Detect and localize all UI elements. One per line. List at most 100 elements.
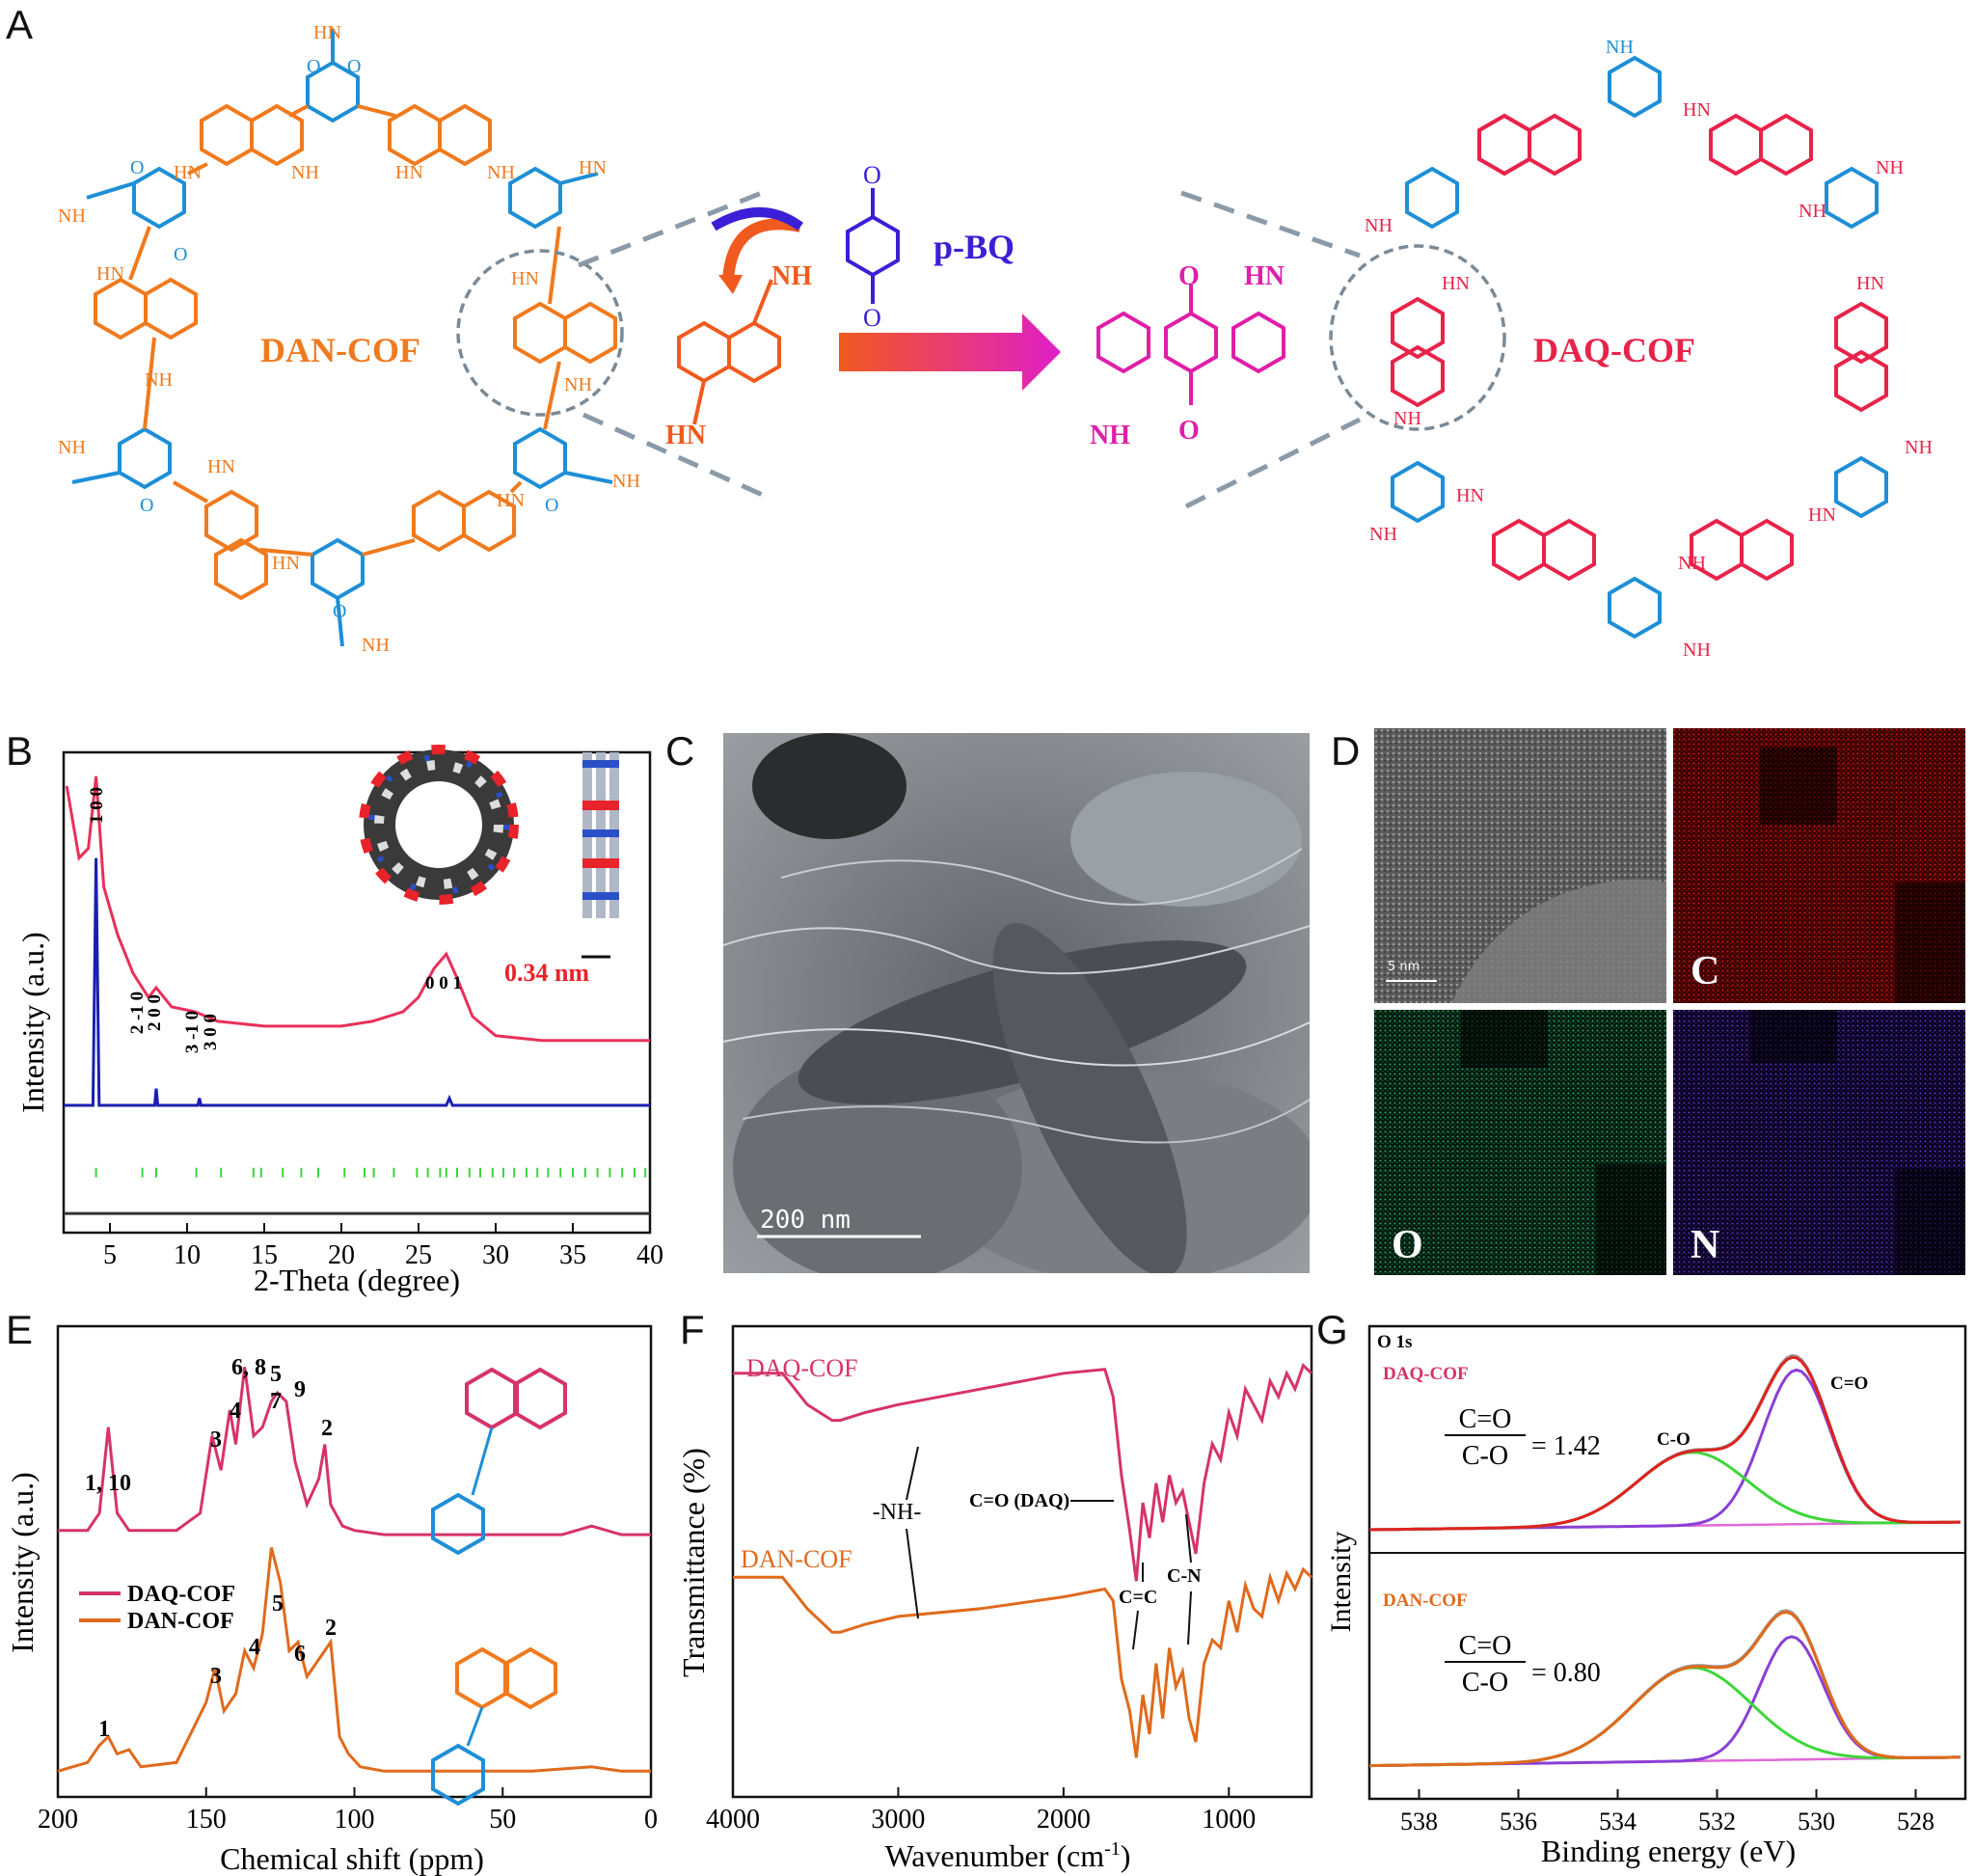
svg-text:9: 9	[294, 1377, 306, 1402]
svg-text:C-O: C-O	[1462, 1668, 1508, 1698]
xps-tick-label-1: 536	[1500, 1808, 1537, 1835]
xrd-y-axis-label: Intensity (a.u.)	[15, 932, 50, 1113]
xps-component-0-1	[1368, 1451, 1961, 1532]
xps-tick-label-4: 530	[1798, 1808, 1835, 1835]
daq-cof-atoms: NH NH NH HN NH HN NH HN NH HN HN NH NH N…	[1365, 37, 1933, 661]
nmr-daq-structure-inset	[431, 1368, 567, 1555]
svg-text:4: 4	[230, 1399, 241, 1424]
nmr-x-axis-label: Chemical shift (ppm)	[220, 1841, 484, 1876]
dan-cof-label: DAN-COF	[260, 331, 420, 369]
ftir-tick-label-0: 4000	[706, 1805, 760, 1835]
ftir-y-axis-label: Transmittance (%)	[676, 1448, 711, 1677]
nmr-dan-structure-inset	[431, 1647, 557, 1806]
nmr-x-ticks: 200 150 100 50 0	[38, 1787, 658, 1835]
peak-label-100: 1 0 0	[87, 787, 107, 824]
p-bq-molecule: O O	[846, 161, 900, 332]
ftir-cn-annotation: C-N	[1167, 1565, 1202, 1587]
xrd-series-line-0	[65, 775, 650, 1043]
curved-arrow-orange	[722, 218, 802, 281]
legend-label-daq: DAQ-COF	[127, 1582, 235, 1607]
xrd-tick-label-7: 40	[636, 1240, 663, 1270]
nmr-y-axis-label: Intensity (a.u.)	[5, 1472, 40, 1653]
peak-label-300: 3 0 0	[201, 1014, 221, 1050]
svg-text:NH: NH	[1876, 157, 1904, 178]
svg-text:NH: NH	[1683, 639, 1711, 661]
peak-label-2m10: 2 -1 0	[127, 992, 148, 1034]
xps-y-axis-label: Intensity	[1325, 1532, 1357, 1633]
xrd-bragg-ticks	[95, 1167, 647, 1178]
svg-text:HN: HN	[511, 268, 539, 289]
svg-text:NH: NH	[1393, 408, 1421, 429]
eds-map-nitrogen: N	[1673, 1010, 1965, 1275]
dan-monomer: NH HN	[665, 261, 812, 450]
svg-text:2: 2	[321, 1416, 333, 1441]
hrtem-image: 5 nm	[1374, 728, 1666, 1003]
svg-text:NH: NH	[145, 369, 173, 391]
xrd-series-group	[64, 775, 650, 1215]
xps-envelope-1	[1368, 1610, 1961, 1768]
ftir-plot-frame	[731, 1324, 1313, 1799]
xps-tick-label-0: 538	[1400, 1808, 1438, 1835]
ftir-series-group	[733, 1363, 1313, 1758]
xps-top-series-label: DAQ-COF	[1383, 1364, 1469, 1384]
pore-model-inset	[359, 745, 519, 905]
nmr-series-line-0	[58, 1367, 651, 1536]
svg-text:HN: HN	[272, 553, 300, 574]
svg-text:1: 1	[98, 1717, 110, 1742]
nmr-plot-frame	[56, 1324, 653, 1799]
ftir-tick-label-2: 2000	[1037, 1805, 1091, 1835]
xrd-x-ticks: 5 10 15 20 25 30 35 40	[103, 1223, 663, 1270]
svg-text:NH: NH	[291, 162, 319, 183]
xps-series-group	[1368, 1353, 1961, 1768]
panel-letter-g: G	[1316, 1307, 1348, 1352]
svg-text:6, 8: 6, 8	[231, 1355, 266, 1380]
svg-text:4: 4	[249, 1635, 260, 1660]
xrd-tick-label-0: 5	[103, 1240, 117, 1270]
xps-tick-label-2: 534	[1599, 1808, 1637, 1835]
svg-text:HN: HN	[1683, 99, 1711, 121]
svg-text:C=O: C=O	[1459, 1631, 1512, 1661]
dan-cof-atoms: HN O O HN NH HN NH HN NH O O HN NH HN NH…	[58, 22, 640, 656]
xps-title: O 1s	[1377, 1332, 1412, 1352]
ftir-tick-label-1: 3000	[871, 1805, 925, 1835]
xps-cdo-peak-label: C=O	[1830, 1373, 1868, 1394]
svg-text:HN: HN	[207, 456, 235, 477]
svg-text:NH: NH	[58, 205, 86, 227]
ftir-x-axis-label: Wavenumber (cm-1)	[885, 1838, 1131, 1873]
panel-letter-c: C	[665, 728, 695, 774]
nmr-tick-label-2: 100	[335, 1805, 375, 1835]
ftir-x-ticks: 4000 3000 2000 1000	[706, 1787, 1256, 1835]
svg-text:HN: HN	[1456, 485, 1484, 506]
dan-cof-structure	[71, 29, 617, 647]
ftir-series-line-1	[733, 1566, 1313, 1758]
eds-oxygen-label: O	[1392, 1223, 1423, 1267]
nmr-series-line-1	[57, 1547, 651, 1773]
eds-nitrogen-label: N	[1691, 1223, 1720, 1267]
reaction-arrow	[839, 313, 1061, 391]
xrd-series-line-1	[64, 857, 650, 1107]
xrd-tick-label-1: 10	[174, 1240, 201, 1270]
svg-text:HN: HN	[1856, 273, 1884, 294]
nmr-tick-label-4: 0	[644, 1805, 658, 1835]
daq-cof-label: DAQ-COF	[1533, 331, 1695, 369]
nmr-peak-labels: 1, 10 3 4 6, 8 5 7 9 2 1 3 4 5 6 2	[85, 1355, 337, 1742]
curved-arrow-blue	[711, 207, 803, 231]
xrd-tick-label-6: 35	[559, 1240, 586, 1270]
svg-text:HN: HN	[96, 263, 124, 285]
tem-image: 200 nm	[723, 733, 1310, 1273]
svg-text:6: 6	[294, 1642, 306, 1667]
hrtem-scale-label: 5 nm	[1388, 960, 1420, 974]
svg-text:2: 2	[325, 1616, 337, 1641]
xps-co-peak-label: C-O	[1657, 1429, 1691, 1450]
nmr-tick-label-1: 150	[186, 1805, 227, 1835]
panel-f-ftir-chart: 4000 3000 2000 1000 Transmittance (%) Waven…	[676, 1324, 1313, 1873]
panel-letter-d: D	[1331, 728, 1361, 774]
tem-scale-bar-label: 200 nm	[760, 1206, 851, 1235]
svg-text:HN: HN	[497, 490, 525, 511]
xps-bottom-series-label: DAN-COF	[1383, 1591, 1468, 1611]
svg-text:O: O	[174, 244, 187, 265]
svg-text:C-O: C-O	[1462, 1441, 1508, 1471]
xps-plot-frame	[1367, 1324, 1967, 1801]
xps-x-ticks: 538 536 534 532 530 528	[1400, 1789, 1934, 1835]
nmr-tick-label-0: 200	[38, 1805, 78, 1835]
